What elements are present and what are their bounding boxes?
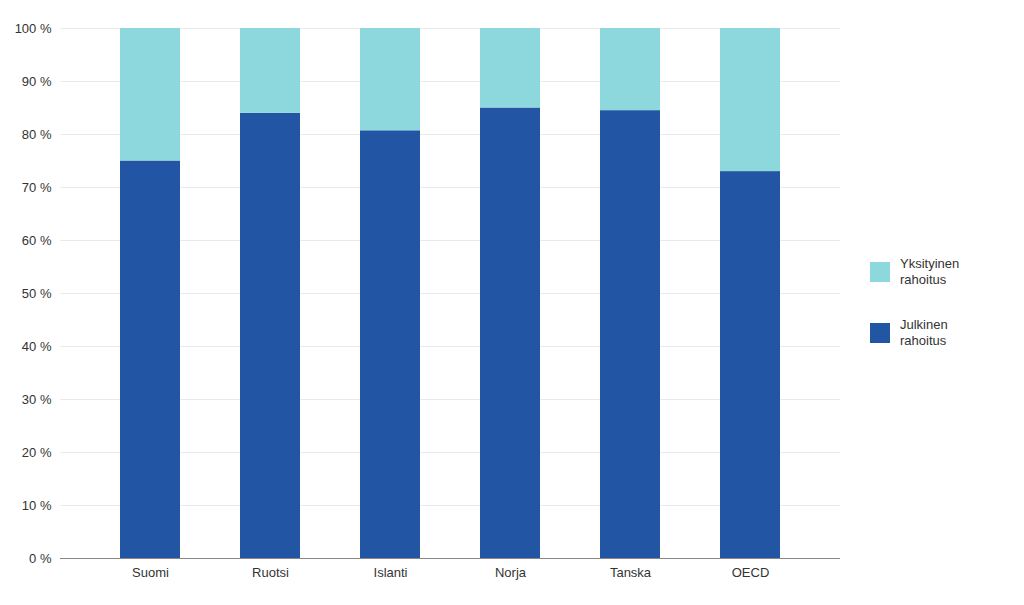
html-text:rahoitus: rahoitus <box>900 272 947 288</box>
svg-text:80 %: 80 % <box>22 126 52 141</box>
svg-text:100 %: 100 % <box>15 20 52 35</box>
svg-text:OECD: OECD <box>732 564 770 579</box>
html-text:Julkinen: Julkinen <box>900 316 948 332</box>
svg-text:20 %: 20 % <box>22 444 52 459</box>
svg-text:Ruotsi: Ruotsi <box>252 564 289 579</box>
svg-text:50 %: 50 % <box>22 285 52 300</box>
svg-text:Norja: Norja <box>495 564 527 579</box>
svg-text:Suomi: Suomi <box>132 564 169 579</box>
svg-text:10 %: 10 % <box>22 497 52 512</box>
svg-text:Tanska: Tanska <box>610 564 652 579</box>
svg-text:60 %: 60 % <box>22 232 52 247</box>
svg-text:Islanti: Islanti <box>374 564 408 579</box>
html-text:Yksityinen: Yksityinen <box>900 256 960 271</box>
svg-text:90 %: 90 % <box>22 73 52 88</box>
svg-text:70 %: 70 % <box>22 179 52 194</box>
svg-text:30 %: 30 % <box>22 391 52 406</box>
html-text:rahoitus: rahoitus <box>900 332 947 348</box>
svg-text:0 %: 0 % <box>29 550 52 565</box>
svg-text:40 %: 40 % <box>22 338 52 353</box>
